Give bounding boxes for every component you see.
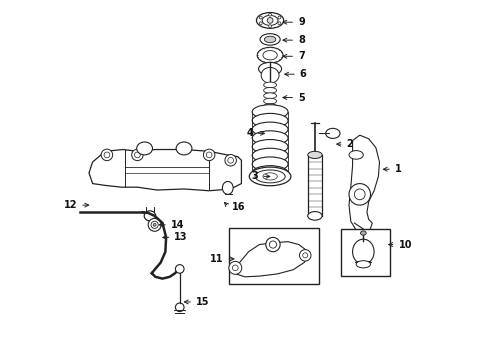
Circle shape — [151, 221, 158, 228]
Ellipse shape — [252, 122, 288, 136]
Text: 3: 3 — [251, 171, 258, 181]
Circle shape — [278, 22, 281, 25]
Text: 12: 12 — [64, 200, 77, 210]
Ellipse shape — [308, 212, 322, 220]
Ellipse shape — [264, 98, 276, 104]
Text: 5: 5 — [298, 93, 305, 103]
Ellipse shape — [263, 173, 277, 180]
Ellipse shape — [353, 239, 374, 264]
Polygon shape — [89, 149, 242, 191]
Ellipse shape — [260, 34, 280, 45]
Ellipse shape — [308, 151, 322, 158]
Circle shape — [270, 241, 276, 248]
Circle shape — [259, 16, 262, 19]
Ellipse shape — [264, 104, 276, 109]
Circle shape — [354, 189, 365, 200]
Circle shape — [266, 237, 280, 252]
Circle shape — [269, 13, 271, 16]
Ellipse shape — [265, 36, 276, 42]
Ellipse shape — [222, 181, 233, 194]
Circle shape — [104, 152, 110, 158]
Ellipse shape — [264, 93, 276, 99]
Text: 11: 11 — [210, 254, 223, 264]
Circle shape — [225, 154, 236, 166]
Text: 2: 2 — [346, 139, 353, 149]
Circle shape — [132, 149, 143, 161]
Circle shape — [153, 224, 156, 226]
Ellipse shape — [252, 166, 288, 180]
Text: 15: 15 — [196, 297, 209, 307]
Circle shape — [148, 219, 161, 231]
Ellipse shape — [259, 62, 282, 75]
Ellipse shape — [252, 105, 288, 119]
Ellipse shape — [349, 150, 364, 159]
Circle shape — [303, 253, 308, 258]
Ellipse shape — [263, 50, 277, 60]
Circle shape — [175, 303, 184, 312]
Text: 7: 7 — [298, 51, 305, 61]
Ellipse shape — [326, 129, 340, 138]
Ellipse shape — [252, 113, 288, 128]
Text: 4: 4 — [246, 129, 253, 138]
Ellipse shape — [264, 87, 276, 93]
Circle shape — [269, 25, 271, 28]
Text: 9: 9 — [298, 17, 305, 27]
Circle shape — [267, 18, 273, 23]
Text: 6: 6 — [300, 69, 307, 79]
Circle shape — [232, 265, 238, 271]
Ellipse shape — [257, 47, 283, 63]
Circle shape — [206, 152, 212, 158]
Ellipse shape — [256, 13, 284, 28]
Text: 13: 13 — [174, 232, 188, 242]
Circle shape — [259, 22, 262, 25]
Circle shape — [229, 261, 242, 274]
Ellipse shape — [137, 142, 152, 155]
Circle shape — [278, 16, 281, 19]
Ellipse shape — [264, 82, 276, 88]
Ellipse shape — [252, 148, 288, 163]
Ellipse shape — [356, 261, 370, 268]
Ellipse shape — [252, 157, 288, 171]
Polygon shape — [234, 242, 309, 277]
Polygon shape — [349, 135, 379, 234]
Circle shape — [299, 249, 311, 261]
Ellipse shape — [249, 167, 291, 186]
Ellipse shape — [252, 131, 288, 145]
Text: 1: 1 — [395, 164, 402, 174]
Circle shape — [175, 265, 184, 273]
Bar — [341, 229, 390, 276]
Ellipse shape — [361, 231, 366, 235]
Ellipse shape — [262, 15, 278, 26]
Text: 16: 16 — [232, 202, 245, 212]
Text: 14: 14 — [171, 220, 184, 230]
Text: 8: 8 — [298, 35, 305, 45]
Text: 10: 10 — [398, 239, 412, 249]
Circle shape — [349, 184, 370, 205]
Ellipse shape — [144, 211, 156, 221]
Ellipse shape — [252, 140, 288, 154]
Circle shape — [101, 149, 113, 161]
Ellipse shape — [255, 170, 285, 183]
Circle shape — [135, 152, 140, 158]
Circle shape — [203, 149, 215, 161]
Circle shape — [228, 157, 234, 163]
Bar — [229, 228, 318, 284]
Ellipse shape — [176, 142, 192, 155]
Ellipse shape — [261, 67, 279, 83]
